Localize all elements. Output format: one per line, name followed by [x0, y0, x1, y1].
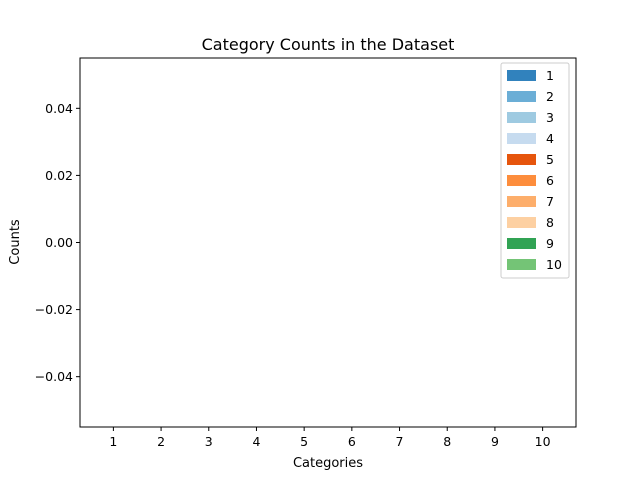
chart-title: Category Counts in the Dataset [202, 35, 455, 54]
legend-swatch-7 [507, 196, 536, 207]
legend-swatch-10 [507, 259, 536, 270]
legend-swatch-9 [507, 238, 536, 249]
legend-swatch-2 [507, 91, 536, 102]
legend-label-7: 7 [546, 194, 554, 209]
legend-label-3: 3 [546, 110, 554, 125]
legend-swatch-3 [507, 112, 536, 123]
x-tick-label: 4 [252, 434, 260, 449]
legend-label-9: 9 [546, 236, 554, 251]
y-tick-label: −0.04 [35, 369, 73, 384]
legend-label-4: 4 [546, 131, 554, 146]
legend-label-2: 2 [546, 89, 554, 104]
x-tick-label: 10 [535, 434, 551, 449]
legend-swatch-5 [507, 154, 536, 165]
legend-label-8: 8 [546, 215, 554, 230]
y-axis: −0.04 −0.02 0.00 0.02 0.04 [35, 101, 80, 384]
x-axis: 1 2 3 4 5 6 7 8 9 10 [109, 427, 551, 449]
legend-swatch-6 [507, 175, 536, 186]
legend-swatch-8 [507, 217, 536, 228]
x-tick-label: 3 [205, 434, 213, 449]
x-tick-label: 1 [109, 434, 117, 449]
x-tick-label: 9 [491, 434, 499, 449]
x-axis-label: Categories [293, 456, 363, 471]
legend-swatch-1 [507, 70, 536, 81]
x-tick-label: 5 [300, 434, 308, 449]
legend-label-5: 5 [546, 152, 554, 167]
x-tick-label: 8 [443, 434, 451, 449]
y-tick-label: 0.04 [45, 101, 73, 116]
legend-label-10: 10 [546, 257, 562, 272]
y-tick-label: 0.00 [45, 235, 73, 250]
legend-label-1: 1 [546, 68, 554, 83]
legend-swatch-4 [507, 133, 536, 144]
legend: 1 2 3 4 5 6 7 8 9 10 [500, 62, 570, 279]
y-tick-label: 0.02 [45, 168, 73, 183]
x-tick-label: 2 [157, 434, 165, 449]
x-tick-label: 7 [396, 434, 404, 449]
legend-label-6: 6 [546, 173, 554, 188]
y-axis-label: Counts [8, 219, 23, 265]
y-tick-label: −0.02 [35, 302, 73, 317]
x-tick-label: 6 [348, 434, 356, 449]
